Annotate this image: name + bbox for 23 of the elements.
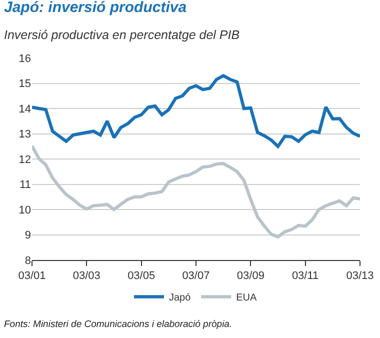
x-tick-label: 03/05 xyxy=(128,270,156,282)
y-tick-label: 11 xyxy=(20,179,31,192)
x-tick-label: 03/11 xyxy=(292,270,319,282)
y-tick-label: 8 xyxy=(24,254,31,267)
chart-title: Japó: inversió productiva xyxy=(4,0,187,16)
x-tick-label: 03/13 xyxy=(346,270,374,282)
y-tick-label: 15 xyxy=(18,78,31,90)
line-series xyxy=(32,74,360,148)
x-tick-label: 03/07 xyxy=(182,270,210,282)
y-tick-label: 12 xyxy=(18,154,31,166)
legend-label: EUA xyxy=(236,292,258,304)
legend-label: Japó xyxy=(169,292,192,304)
line-series xyxy=(32,144,360,238)
x-tick-label: 03/09 xyxy=(236,270,264,282)
y-tick-label: 13 xyxy=(18,128,31,141)
x-tick-label: 03/01 xyxy=(18,270,46,282)
x-tick-label: 03/03 xyxy=(72,270,100,282)
y-tick-label: 16 xyxy=(18,52,31,65)
chart-subtitle: Inversió productiva en percentatge del PIB xyxy=(4,28,240,42)
y-tick-label: 9 xyxy=(24,230,31,242)
y-tick-label: 14 xyxy=(18,103,31,116)
y-tick-label: 10 xyxy=(18,204,31,216)
text: Fonts: Ministeri de Comunicacions i elaboració pròpia. xyxy=(4,319,232,330)
